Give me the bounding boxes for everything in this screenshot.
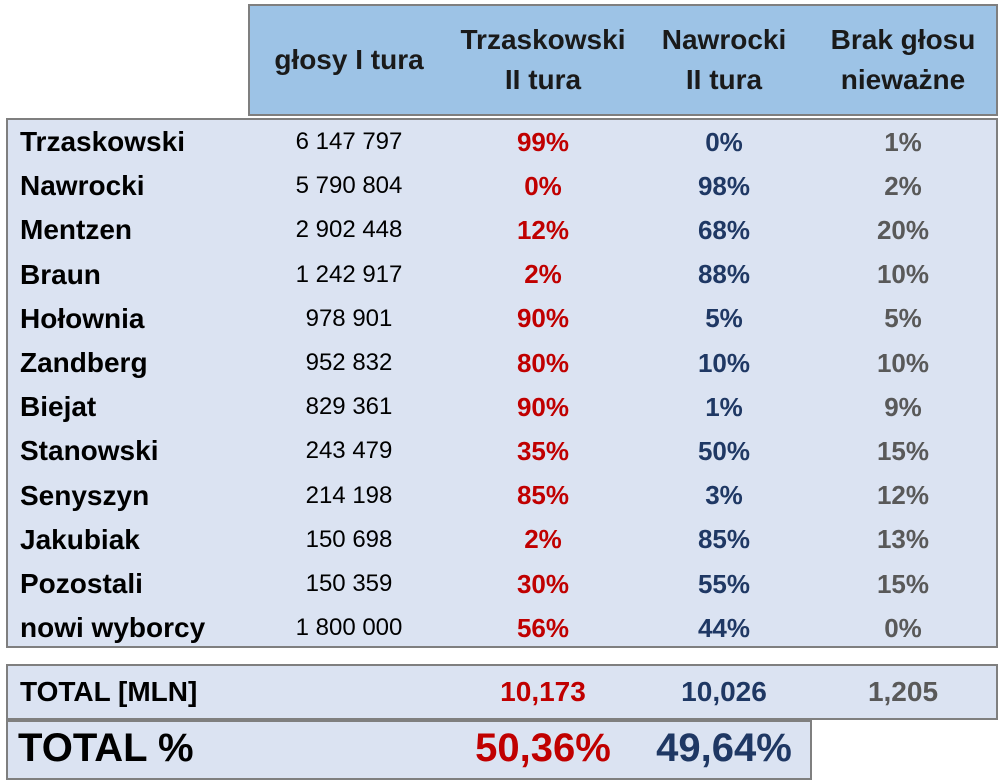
row-name: Zandberg [20, 347, 148, 378]
row-nawrocki-pct: 88% [697, 259, 751, 290]
row-nawrocki-pct: 55% [697, 568, 751, 599]
row-votes: 1 800 000 [295, 614, 403, 642]
row-votes: 1 242 917 [295, 260, 403, 288]
row-brak-pct: 15% [876, 568, 930, 599]
row-trzaskowski-pct: 0% [524, 170, 562, 201]
row-brak-pct: 5% [884, 303, 922, 334]
row-brak-pct: 13% [876, 524, 930, 555]
header-trzaskowski-line1: Trzaskowski [460, 24, 626, 55]
row-brak-pct: 10% [876, 259, 930, 290]
header-no-vote-line1: Brak głosu [830, 24, 976, 55]
table-row: Zandberg 952 832 80% 10% 10% [8, 341, 996, 385]
header-votes-first-round: głosy I tura [250, 6, 448, 114]
row-votes: 2 902 448 [295, 216, 403, 244]
total-mln-row: TOTAL [MLN] 10,173 10,026 1,205 [6, 664, 998, 720]
row-votes: 150 698 [305, 525, 393, 553]
row-nawrocki-pct: 1% [705, 391, 743, 422]
header-nawrocki-second-round: Nawrocki II tura [638, 6, 810, 114]
row-trzaskowski-pct: 12% [516, 214, 570, 245]
row-nawrocki-pct: 50% [697, 435, 751, 466]
table-row: Nawrocki 5 790 804 0% 98% 2% [8, 164, 996, 208]
table-header: głosy I tura Trzaskowski II tura Nawrock… [248, 4, 998, 116]
row-votes: 243 479 [305, 437, 393, 465]
row-name: Braun [20, 258, 101, 290]
row-trzaskowski-pct: 99% [516, 126, 570, 157]
row-nawrocki-pct: 85% [697, 524, 751, 555]
row-votes: 829 361 [305, 393, 393, 421]
total-pct-nawrocki: 49,64% [656, 726, 792, 770]
header-no-vote-line2: nieważne [840, 64, 966, 95]
total-pct-trzaskowski: 50,36% [475, 726, 611, 770]
row-trzaskowski-pct: 80% [516, 347, 570, 378]
row-votes: 6 147 797 [295, 128, 403, 155]
row-trzaskowski-pct: 35% [516, 435, 570, 466]
table-row: Biejat 829 361 90% 1% 9% [8, 385, 996, 429]
table-row: Hołownia 978 901 90% 5% 5% [8, 297, 996, 341]
total-pct-label: TOTAL % [18, 726, 194, 770]
row-name: Mentzen [20, 214, 132, 246]
row-brak-pct: 10% [876, 347, 930, 378]
row-brak-pct: 12% [876, 480, 930, 511]
table-row: Jakubiak 150 698 2% 85% 13% [8, 518, 996, 562]
table-row: nowi wyborcy 1 800 000 56% 44% 0% [8, 606, 996, 650]
row-name: Pozostali [20, 568, 143, 599]
table-row: Stanowski 243 479 35% 50% 15% [8, 429, 996, 473]
table-row: Mentzen 2 902 448 12% 68% 20% [8, 208, 996, 252]
row-votes: 978 901 [305, 304, 393, 332]
row-brak-pct: 9% [884, 391, 922, 422]
row-nawrocki-pct: 68% [697, 214, 751, 245]
row-votes: 150 359 [305, 570, 393, 597]
header-trzaskowski-line2: II tura [504, 64, 582, 95]
header-nawrocki-line2: II tura [685, 64, 763, 95]
row-trzaskowski-pct: 90% [516, 391, 570, 422]
row-nawrocki-pct: 3% [705, 480, 743, 511]
row-trzaskowski-pct: 85% [516, 480, 570, 511]
header-votes-line1: głosy I tura [274, 44, 424, 75]
table-row: Pozostali 150 359 30% 55% 15% [8, 562, 996, 606]
row-nawrocki-pct: 10% [697, 347, 751, 378]
table-row: Trzaskowski 6 147 797 99% 0% 1% [8, 120, 996, 164]
row-name: Biejat [20, 391, 97, 423]
row-votes: 214 198 [305, 481, 393, 509]
total-pct-row: TOTAL % 50,36% 49,64% [6, 720, 812, 780]
table-row: Senyszyn 214 198 85% 3% 12% [8, 474, 996, 518]
row-nawrocki-pct: 5% [705, 303, 743, 334]
total-mln-nawrocki: 10,026 [681, 676, 767, 707]
row-trzaskowski-pct: 90% [516, 303, 570, 334]
total-mln-brak: 1,205 [867, 676, 939, 707]
row-name: Trzaskowski [20, 126, 185, 157]
header-nawrocki-line1: Nawrocki [661, 24, 787, 55]
row-brak-pct: 15% [876, 435, 930, 466]
row-name: nowi wyborcy [20, 612, 206, 644]
row-brak-pct: 0% [884, 612, 922, 643]
total-mln-trzaskowski: 10,173 [500, 676, 586, 707]
row-brak-pct: 20% [876, 214, 930, 245]
table-body: Trzaskowski 6 147 797 99% 0% 1% Nawrocki 5 790… [6, 118, 998, 648]
row-trzaskowski-pct: 2% [524, 259, 562, 290]
row-name: Jakubiak [20, 523, 140, 555]
total-mln-label: TOTAL [MLN] [20, 676, 198, 707]
row-votes: 5 790 804 [295, 172, 403, 200]
row-name: Nawrocki [20, 170, 145, 202]
row-name: Hołownia [20, 302, 145, 334]
row-nawrocki-pct: 98% [697, 170, 751, 201]
row-name: Senyszyn [20, 479, 150, 511]
row-brak-pct: 1% [884, 126, 922, 157]
row-nawrocki-pct: 0% [705, 126, 743, 157]
row-nawrocki-pct: 44% [697, 612, 751, 643]
header-no-vote-invalid: Brak głosu nieważne [810, 6, 996, 114]
row-trzaskowski-pct: 56% [516, 612, 570, 643]
table-row: Braun 1 242 917 2% 88% 10% [8, 253, 996, 297]
row-trzaskowski-pct: 2% [524, 524, 562, 555]
row-brak-pct: 2% [884, 170, 922, 201]
row-trzaskowski-pct: 30% [516, 568, 570, 599]
row-votes: 952 832 [305, 349, 393, 376]
row-name: Stanowski [20, 435, 159, 467]
header-trzaskowski-second-round: Trzaskowski II tura [448, 6, 638, 114]
